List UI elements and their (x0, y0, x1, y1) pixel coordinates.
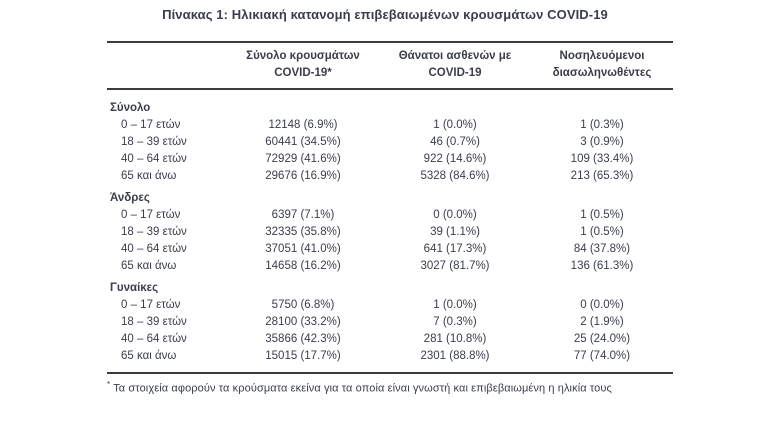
table-row: 40 – 64 ετών 35866 (42.3%) 281 (10.8%) 2… (107, 331, 673, 348)
section-header-women: Γυναίκες (107, 280, 673, 297)
age-group-label: 65 και άνω (121, 260, 177, 272)
age-group-label: 18 – 39 ετών (121, 316, 187, 328)
cases-value: 60441 (34.5%) (265, 136, 341, 148)
table-row: 0 – 17 ετών 6397 (7.1%) 0 (0.0%) 1 (0.5%… (107, 207, 673, 224)
intubated-value: 213 (65.3%) (570, 170, 634, 182)
age-group-label: 0 – 17 ετών (121, 299, 181, 311)
deaths-value: 641 (17.3%) (423, 243, 487, 255)
table-row: 18 – 39 ετών 32335 (35.8%) 39 (1.1%) 1 (… (107, 224, 673, 241)
cases-value: 32335 (35.8%) (265, 226, 341, 238)
table-row: 65 και άνω 29676 (16.9%) 5328 (84.6%) 21… (107, 168, 673, 185)
age-group-label: 0 – 17 ετών (121, 119, 181, 131)
deaths-value: 46 (0.7%) (430, 136, 480, 148)
header-intubated-line2: διασωληνωθέντες (552, 67, 652, 79)
deaths-value: 7 (0.3%) (433, 316, 477, 328)
intubated-value: 84 (37.8%) (573, 243, 631, 255)
table-footnote: * Τα στοιχεία αφορούν τα κρούσματα εκείν… (107, 380, 770, 395)
deaths-value: 2301 (88.8%) (420, 350, 490, 362)
age-group-label: 18 – 39 ετών (121, 136, 187, 148)
deaths-value: 3027 (81.7%) (420, 260, 490, 272)
header-intubated-line1: Νοσηλευόμενοι (559, 50, 645, 62)
table-row: 40 – 64 ετών 72929 (41.6%) 922 (14.6%) 1… (107, 151, 673, 168)
age-group-label: 40 – 64 ετών (121, 153, 187, 165)
cases-value: 15015 (17.7%) (265, 350, 341, 362)
table-header-row: Σύνολο κρουσμάτων COVID-19* Θάνατοι ασθε… (107, 43, 673, 90)
table-row: 0 – 17 ετών 12148 (6.9%) 1 (0.0%) 1 (0.3… (107, 117, 673, 134)
cases-value: 37051 (41.0%) (265, 243, 341, 255)
intubated-value: 1 (0.5%) (580, 209, 624, 221)
deaths-value: 281 (10.8%) (423, 333, 487, 345)
section-label: Γυναίκες (110, 282, 159, 294)
cases-value: 28100 (33.2%) (265, 316, 341, 328)
header-empty-cell (107, 48, 227, 82)
footnote-marker: * (107, 380, 111, 389)
intubated-value: 1 (0.5%) (580, 226, 624, 238)
age-group-label: 40 – 64 ετών (121, 243, 187, 255)
covid-age-distribution-table: Σύνολο κρουσμάτων COVID-19* Θάνατοι ασθε… (107, 41, 673, 374)
deaths-value: 39 (1.1%) (430, 226, 480, 238)
intubated-value: 3 (0.9%) (580, 136, 624, 148)
table-row: 18 – 39 ετών 60441 (34.5%) 46 (0.7%) 3 (… (107, 134, 673, 151)
section-label: Άνδρες (110, 192, 150, 204)
footnote-text: Τα στοιχεία αφορούν τα κρούσματα εκείνα … (113, 382, 612, 395)
header-total-cases: Σύνολο κρουσμάτων COVID-19* (227, 48, 379, 82)
cases-value: 12148 (6.9%) (268, 119, 338, 131)
table-row: 18 – 39 ετών 28100 (33.2%) 7 (0.3%) 2 (1… (107, 314, 673, 331)
header-total-cases-line1: Σύνολο κρουσμάτων (246, 50, 360, 62)
cases-value: 35866 (42.3%) (265, 333, 341, 345)
intubated-value: 2 (1.9%) (580, 316, 624, 328)
intubated-value: 136 (61.3%) (570, 260, 634, 272)
section-label: Σύνολο (110, 102, 151, 114)
deaths-value: 922 (14.6%) (423, 153, 487, 165)
header-deaths-line1: Θάνατοι ασθενών με (398, 50, 512, 62)
intubated-value: 109 (33.4%) (570, 153, 634, 165)
age-group-label: 0 – 17 ετών (121, 209, 181, 221)
table-title: Πίνακας 1: Ηλικιακή κατανομή επιβεβαιωμέ… (162, 7, 608, 22)
intubated-value: 77 (74.0%) (573, 350, 631, 362)
deaths-value: 1 (0.0%) (433, 119, 477, 131)
intubated-value: 0 (0.0%) (580, 299, 624, 311)
table-row: 0 – 17 ετών 5750 (6.8%) 1 (0.0%) 0 (0.0%… (107, 297, 673, 314)
header-total-cases-line2: COVID-19* (274, 67, 332, 79)
cases-value: 6397 (7.1%) (271, 209, 335, 221)
age-group-label: 40 – 64 ετών (121, 333, 187, 345)
age-group-label: 18 – 39 ετών (121, 226, 187, 238)
intubated-value: 25 (24.0%) (573, 333, 631, 345)
section-header-men: Άνδρες (107, 190, 673, 207)
table-row: 65 και άνω 14658 (16.2%) 3027 (81.7%) 13… (107, 258, 673, 275)
header-deaths: Θάνατοι ασθενών με COVID-19 (379, 48, 531, 82)
cases-value: 29676 (16.9%) (265, 170, 341, 182)
cases-value: 14658 (16.2%) (265, 260, 341, 272)
intubated-value: 1 (0.3%) (580, 119, 624, 131)
header-deaths-line2: COVID-19 (428, 67, 482, 79)
table-row: 65 και άνω 15015 (17.7%) 2301 (88.8%) 77… (107, 348, 673, 365)
cases-value: 5750 (6.8%) (271, 299, 335, 311)
table-body: Σύνολο 0 – 17 ετών 12148 (6.9%) 1 (0.0%)… (107, 90, 673, 372)
age-group-label: 65 και άνω (121, 350, 177, 362)
table-row: 40 – 64 ετών 37051 (41.0%) 641 (17.3%) 8… (107, 241, 673, 258)
deaths-value: 1 (0.0%) (433, 299, 477, 311)
section-header-total: Σύνολο (107, 100, 673, 117)
header-intubated: Νοσηλευόμενοι διασωληνωθέντες (531, 48, 673, 82)
age-group-label: 65 και άνω (121, 170, 177, 182)
cases-value: 72929 (41.6%) (265, 153, 341, 165)
deaths-value: 0 (0.0%) (433, 209, 477, 221)
deaths-value: 5328 (84.6%) (420, 170, 490, 182)
